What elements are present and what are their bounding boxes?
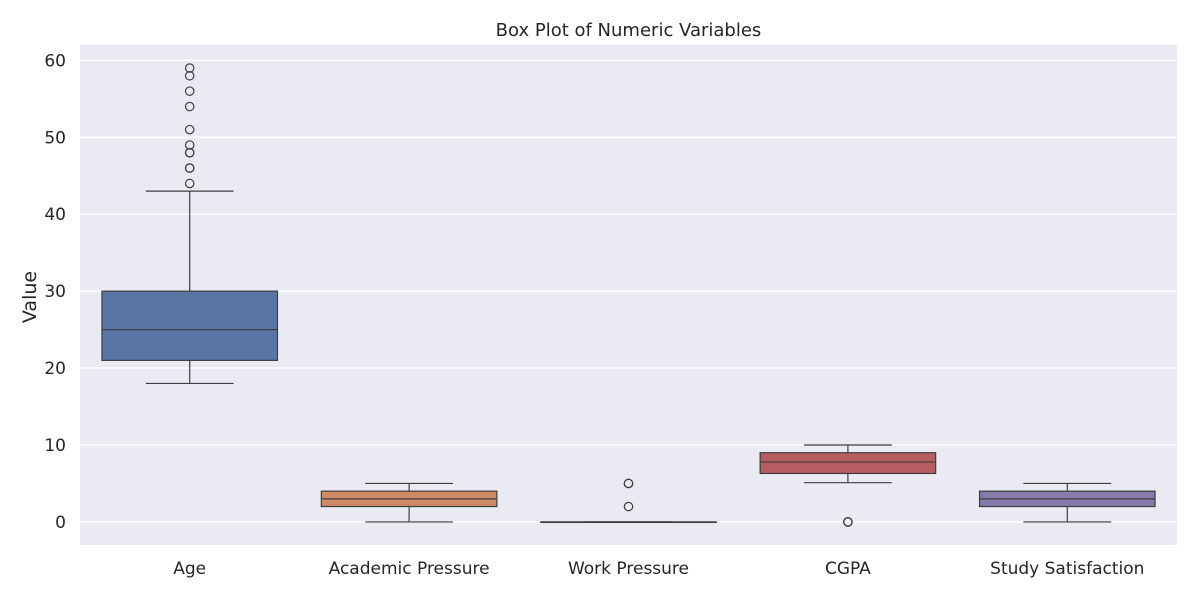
boxes — [101, 63, 1156, 527]
y-tick-label: 10 — [44, 436, 66, 456]
box-academic-pressure — [320, 482, 498, 523]
outlier-point — [184, 86, 195, 96]
outlier-point — [184, 70, 195, 81]
y-tick-label: 20 — [44, 359, 66, 379]
y-tick-label: 50 — [44, 128, 66, 148]
box-iqr — [759, 452, 937, 475]
outlier-point — [184, 101, 195, 112]
outlier-point — [184, 163, 195, 173]
outlier-point — [184, 63, 195, 73]
chart-title: Box Plot of Numeric Variables — [496, 20, 762, 41]
outlier-point — [843, 517, 853, 527]
box-cgpa — [759, 444, 937, 527]
y-tick-label: 40 — [44, 205, 66, 225]
y-tick-label: 60 — [44, 51, 66, 71]
outlier-point — [623, 478, 634, 489]
x-tick-label: CGPA — [825, 559, 871, 579]
outlier-point — [184, 147, 195, 158]
x-tick-label: Age — [173, 559, 206, 579]
box-work-pressure — [540, 478, 717, 524]
box-age — [101, 63, 279, 385]
y-axis-label: Value — [19, 271, 41, 323]
box-study-satisfaction — [978, 482, 1156, 523]
y-tick-labels: 0 10 20 30 40 50 60 — [44, 51, 66, 533]
x-tick-label: Study Satisfaction — [990, 559, 1144, 579]
x-tick-labels: Age Academic Pressure Work Pressure CGPA Stu… — [173, 559, 1144, 579]
outlier-point — [184, 124, 195, 135]
x-tick-label: Academic Pressure — [329, 559, 490, 579]
outlier-point — [184, 178, 195, 189]
y-tick-label: 30 — [44, 282, 66, 302]
y-tick-label: 0 — [55, 513, 66, 533]
box-iqr — [101, 290, 279, 361]
x-tick-label: Work Pressure — [568, 559, 689, 579]
outlier-point — [623, 501, 634, 512]
outlier-point — [184, 140, 195, 150]
